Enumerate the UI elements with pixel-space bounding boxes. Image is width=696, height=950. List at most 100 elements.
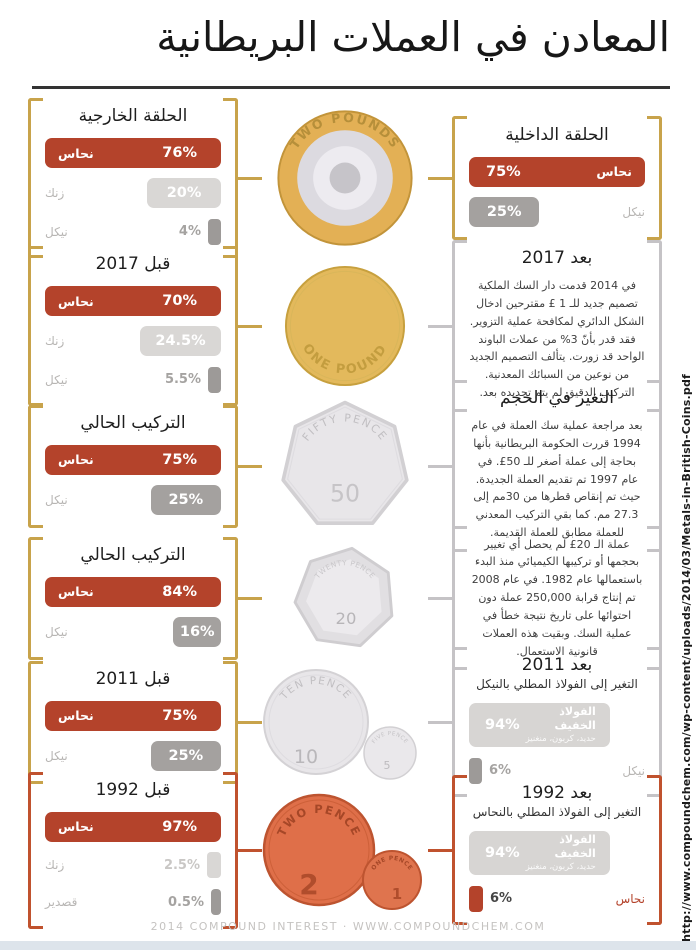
fifty-pence-coin-illustration: FIFTY PENCE 50 <box>281 400 409 526</box>
metal-label: نيكل <box>45 748 68 763</box>
nickel-bar <box>208 366 221 393</box>
bar-row-nickel: نيكل 25% <box>45 484 221 515</box>
nickel-bar: 25% <box>150 740 221 771</box>
two-pounds-coin-illustration: TWO POUNDS <box>277 110 413 246</box>
panel-title: التركيب الحالي <box>80 544 186 565</box>
panel-outer-ring: الحلقة الخارجية نحاس 76% زنك 20% نيكل 4% <box>28 98 262 258</box>
panel-twenty-current: التركيب الحالي نحاس 84% نيكل 16% <box>28 536 262 660</box>
copper-bar: نحاس 97% <box>45 811 221 842</box>
row-twenty-pence: التركيب الحالي نحاس 84% نيكل 16% TWENTY … <box>28 525 662 671</box>
percent-value: 0.5% <box>167 894 204 910</box>
coin-denomination: 10 <box>294 746 318 768</box>
alloy-name: الفولاذ الخفيف <box>554 705 596 733</box>
metal-label: نحاس <box>58 452 94 467</box>
panel-pound-after-2017: بعد 2017 في 2014 قدمت دار السك الملكية ت… <box>428 240 662 412</box>
zinc-bar: 24.5% <box>140 326 221 356</box>
tin-bar <box>211 889 221 915</box>
panel-title: التغير في الحجم <box>499 388 614 409</box>
bar-row-nickel: 6% نيكل <box>469 757 645 784</box>
panel-title: بعد 1992 <box>521 783 593 803</box>
metal-label: نحاس <box>58 145 94 161</box>
percent-value: 20% <box>166 185 202 201</box>
metal-label: زنك <box>45 858 65 872</box>
bottom-edge-strip <box>0 941 696 950</box>
panel-ten-before-2011: قبل 2011 نحاس 75% نيكل 25% <box>28 660 262 784</box>
bar-row-steel: 94% الفولاذ الخفيف حديد، كربون، منغنيز <box>469 703 645 747</box>
bar-row-copper: نحاس 76% <box>45 138 221 168</box>
panel-text: عملة الـ 20£ لم يحصل أي تغيير بحجمها أو … <box>471 537 643 658</box>
percent-value: 75% <box>486 163 521 180</box>
panel-title: بعد 2011 <box>521 655 593 675</box>
percent-value: 5.5% <box>164 372 201 387</box>
connector-line <box>428 324 452 328</box>
connector-line <box>238 848 262 852</box>
coin-one-pound: ONE POUND <box>238 264 452 388</box>
connector-line <box>428 720 452 724</box>
percent-value: 94% <box>485 717 520 733</box>
coin-two-pounds: TWO POUNDS <box>238 108 452 248</box>
metal-label: نيكل <box>45 624 68 639</box>
metal-label: نيكل <box>45 492 68 507</box>
nickel-bar: 16% <box>173 616 221 647</box>
coin-fifty-pence: FIFTY PENCE 50 <box>238 398 452 534</box>
panel-subtitle: التغير إلى الفولاذ المطلي بالنحاس <box>472 805 642 819</box>
copper-bar: نحاس 75% <box>45 444 221 475</box>
row-one-pound: قبل 2017 نحاس 70% زنك 24.5% نيكل 5.5% ON… <box>28 240 662 412</box>
percent-value: 16% <box>179 623 215 640</box>
metal-label: نحاس <box>596 164 632 179</box>
percent-value: 97% <box>162 818 197 835</box>
connector-line <box>428 176 452 180</box>
connector-line <box>238 176 262 180</box>
panel-text: في 2014 قدمت دار السك الملكية تصميم جديد… <box>469 279 645 400</box>
connector-line <box>238 596 262 600</box>
steel-label-block: الفولاذ الخفيف حديد، كربون، منغنيز <box>520 705 596 745</box>
panel-inner-ring: الحلقة الداخلية 75% نحاس 25% نيكل <box>428 116 662 240</box>
panel-title: قبل 2011 <box>95 668 171 689</box>
bar-row-copper: نحاس 75% <box>45 444 221 475</box>
bar-row-nickel: نيكل 16% <box>45 616 221 647</box>
alloy-name: الفولاذ الخفيف <box>554 833 596 861</box>
copper-bar: نحاس 84% <box>45 576 221 607</box>
panel-two-after-1992: بعد 1992 التغير إلى الفولاذ المطلي بالنح… <box>428 775 662 925</box>
source-url: http://www.compoundchem.com/wp-content/u… <box>680 374 693 942</box>
connector-line <box>238 464 262 468</box>
steel-bar: 94% الفولاذ الخفيف حديد، كربون، منغنيز <box>469 703 610 747</box>
bar-row-copper: نحاس 97% <box>45 811 221 842</box>
percent-value: 75% <box>162 451 197 468</box>
panel-title: التركيب الحالي <box>80 412 186 433</box>
twenty-pence-coin-illustration: TWENTY PENCE 20 <box>293 546 394 648</box>
bar-row-nickel: نيكل 5.5% <box>45 366 221 393</box>
coin-denomination: 50 <box>330 479 360 507</box>
panel-twenty-note: عملة الـ 20£ لم يحصل أي تغيير بحجمها أو … <box>428 525 662 671</box>
nickel-bar <box>469 757 482 784</box>
panel-text: بعد مراجعة عملية سك العملة في عام 1994 ق… <box>471 419 643 540</box>
bar-row-nickel: نيكل 4% <box>45 218 221 245</box>
metal-label: زنك <box>45 186 65 200</box>
bar-row-tin: قصدير 0.5% <box>45 889 221 916</box>
title-divider <box>32 86 670 89</box>
bar-row-zinc: زنك 2.5% <box>45 852 221 879</box>
percent-value: 6% <box>490 891 513 906</box>
percent-value: 75% <box>162 707 197 724</box>
two-pence-coin-illustration: TWO PENCE 2 ONE PENCE 1 <box>262 793 422 910</box>
row-two-pence: قبل 1992 نحاس 97% زنك 2.5% قصدير 0.5% TW… <box>28 771 662 929</box>
coin-ten-pence: TEN PENCE 10 FIVE PENCE 5 <box>238 664 452 780</box>
connector-line <box>428 596 452 600</box>
bar-row-copper: نحاس 75% <box>45 700 221 731</box>
coin-two-pence: TWO PENCE 2 ONE PENCE 1 <box>238 789 452 911</box>
percent-value: 6% <box>489 763 512 778</box>
bar-row-steel: 94% الفولاذ الخفيف حديد، كربون، منغنيز <box>469 831 645 875</box>
panel-title: قبل 2017 <box>95 254 171 274</box>
row-ten-pence: قبل 2011 نحاس 75% نيكل 25% TEN PENCE 10 … <box>28 647 662 797</box>
nickel-bar: 25% <box>469 196 540 227</box>
coin-denomination: 5 <box>384 759 391 772</box>
row-two-pounds: الحلقة الخارجية نحاس 76% زنك 20% نيكل 4% <box>28 98 662 258</box>
metal-label: نحاس <box>58 293 94 309</box>
percent-value: 4% <box>178 224 201 239</box>
steel-label-block: الفولاذ الخفيف حديد، كربون، منغنيز <box>520 833 596 873</box>
percent-value: 25% <box>168 747 204 764</box>
metal-label: نيكل <box>45 372 68 387</box>
bar-row-copper: 6% نحاس <box>469 885 645 912</box>
metal-label: زنك <box>45 334 65 348</box>
bar-row-zinc: زنك 24.5% <box>45 326 221 356</box>
